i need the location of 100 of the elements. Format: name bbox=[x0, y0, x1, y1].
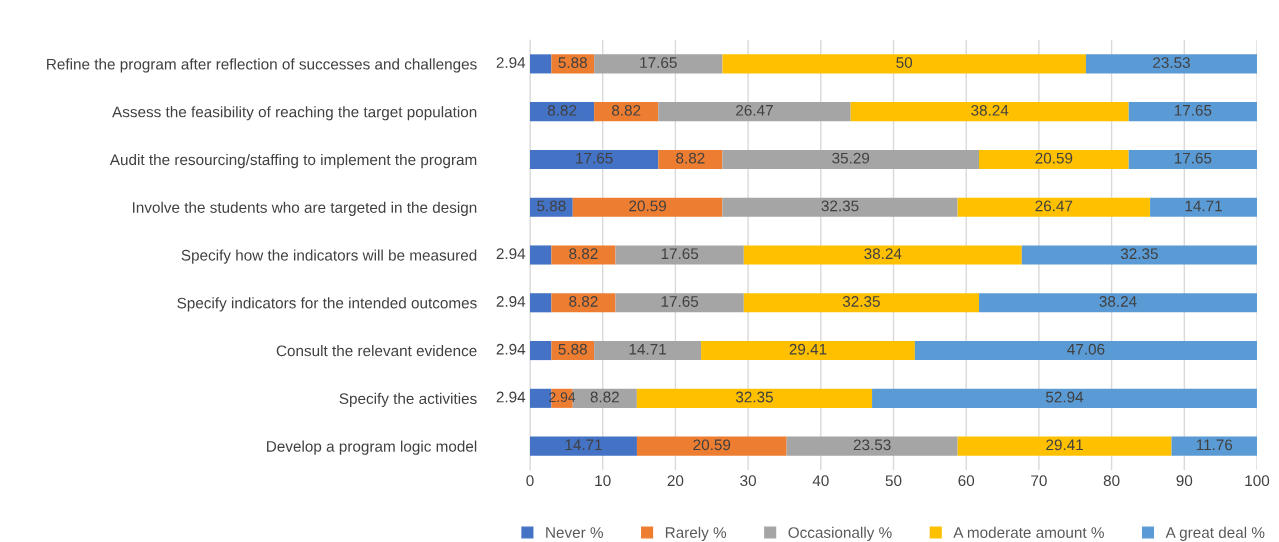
data-label: 32.35 bbox=[735, 391, 773, 403]
data-label: 17.65 bbox=[1174, 152, 1212, 164]
bar bbox=[572, 197, 723, 217]
y-tick-label: Specify how the indicators will be measured bbox=[181, 249, 477, 264]
data-label: 2.94 bbox=[496, 343, 526, 355]
data-label: 17.65 bbox=[661, 248, 699, 260]
bar bbox=[1128, 149, 1257, 169]
x-tick-label: 60 bbox=[958, 475, 975, 487]
bar bbox=[979, 149, 1129, 169]
bar bbox=[530, 245, 552, 265]
data-label: 20.59 bbox=[629, 200, 666, 212]
data-label: 2.94 bbox=[496, 57, 526, 68]
legend-label: Occasionally % bbox=[788, 526, 892, 541]
data-label: 2.94 bbox=[496, 391, 526, 403]
data-label: 8.82 bbox=[569, 248, 598, 260]
data-label: 32.35 bbox=[1120, 248, 1158, 260]
bar bbox=[636, 436, 787, 456]
bar bbox=[722, 54, 1086, 74]
bar bbox=[979, 293, 1257, 313]
y-tick-label: Consult the relevant evidence bbox=[276, 345, 477, 357]
data-label: 17.65 bbox=[576, 152, 613, 164]
bar bbox=[658, 149, 723, 169]
bar bbox=[594, 341, 702, 361]
y-tick-label: Audit the resourcing/staffing to implement the program bbox=[109, 153, 477, 169]
data-label: 5.88 bbox=[537, 200, 566, 212]
y-tick-label: Specify indicators for the intended outcomes bbox=[177, 297, 477, 312]
bar bbox=[530, 54, 552, 74]
y-tick-label: Refine the program after reflection of successes and challenges bbox=[47, 58, 477, 73]
bar bbox=[530, 341, 552, 361]
bar bbox=[722, 149, 979, 169]
x-tick-label: 10 bbox=[595, 475, 611, 487]
data-label: 23.53 bbox=[1153, 57, 1190, 68]
x-tick-label: 40 bbox=[812, 475, 829, 487]
data-label: 14.71 bbox=[1185, 200, 1222, 212]
data-label: 26.47 bbox=[736, 104, 773, 116]
bar bbox=[530, 436, 637, 456]
bar bbox=[1085, 54, 1257, 74]
data-label: 5.88 bbox=[558, 343, 587, 355]
x-tick-label: 100 bbox=[1245, 475, 1270, 487]
bar bbox=[722, 197, 958, 217]
bar bbox=[701, 341, 915, 361]
data-label: 38.24 bbox=[1099, 296, 1137, 307]
data-label: 11.76 bbox=[1196, 439, 1233, 451]
data-label: 8.82 bbox=[569, 296, 598, 307]
data-label: 17.65 bbox=[640, 57, 677, 68]
data-label: 32.35 bbox=[842, 296, 880, 307]
bar bbox=[914, 341, 1257, 361]
data-label: 32.35 bbox=[821, 200, 859, 212]
data-label: 14.71 bbox=[565, 439, 602, 451]
legend-label: Rarely % bbox=[665, 526, 727, 541]
y-tick-label: Specify the activities bbox=[339, 392, 477, 408]
data-label: 38.24 bbox=[864, 248, 902, 260]
bar bbox=[957, 197, 1151, 217]
data-label: 50 bbox=[896, 57, 913, 68]
data-label: 2.94 bbox=[496, 248, 526, 260]
y-tick-label: Assess the feasibility of reaching the target population bbox=[112, 106, 477, 121]
data-label: 26.47 bbox=[1035, 200, 1073, 212]
bar bbox=[1171, 436, 1257, 456]
y-tick-label: Develop a program logic model bbox=[267, 440, 477, 455]
bar bbox=[872, 388, 1257, 408]
data-label: 8.82 bbox=[676, 152, 705, 164]
data-label: 20.59 bbox=[1035, 152, 1073, 164]
legend-label: A moderate amount % bbox=[953, 526, 1104, 538]
data-label: 8.82 bbox=[590, 391, 619, 403]
data-label: 35.29 bbox=[832, 152, 870, 164]
bar bbox=[615, 293, 744, 313]
data-label: 17.65 bbox=[1174, 104, 1212, 116]
data-label: 29.41 bbox=[1046, 439, 1083, 451]
data-label: 8.82 bbox=[547, 104, 577, 116]
data-label: 5.88 bbox=[558, 57, 587, 68]
bar bbox=[530, 102, 595, 122]
legend-label: A great deal % bbox=[1165, 526, 1265, 541]
data-label: 2.94 bbox=[496, 296, 526, 307]
x-tick-label: 50 bbox=[885, 475, 902, 487]
x-tick-label: 0 bbox=[526, 475, 534, 487]
data-label: 8.82 bbox=[611, 104, 641, 116]
bar bbox=[850, 102, 1129, 122]
data-label: 17.65 bbox=[661, 296, 699, 307]
x-tick-label: 20 bbox=[667, 475, 684, 487]
data-label: 20.59 bbox=[693, 439, 731, 451]
bar bbox=[1021, 245, 1257, 265]
data-label: 38.24 bbox=[971, 104, 1009, 116]
bar bbox=[1150, 197, 1257, 217]
data-label: 14.71 bbox=[629, 344, 666, 355]
x-tick-label: 90 bbox=[1176, 475, 1193, 487]
legend-label: Never % bbox=[546, 527, 604, 538]
bar bbox=[594, 54, 723, 74]
bar bbox=[658, 102, 851, 122]
x-tick-label: 70 bbox=[1031, 475, 1047, 487]
data-label: 29.41 bbox=[789, 343, 827, 355]
bar bbox=[594, 102, 659, 122]
x-tick-label: 30 bbox=[740, 475, 756, 487]
bar bbox=[636, 388, 873, 408]
data-label: 52.94 bbox=[1045, 391, 1084, 403]
data-label: 23.53 bbox=[853, 439, 891, 451]
bar bbox=[957, 436, 1172, 456]
data-label: 47.06 bbox=[1067, 343, 1105, 355]
bar bbox=[743, 293, 979, 313]
x-tick-label: 80 bbox=[1103, 475, 1120, 487]
bar bbox=[743, 245, 1022, 265]
